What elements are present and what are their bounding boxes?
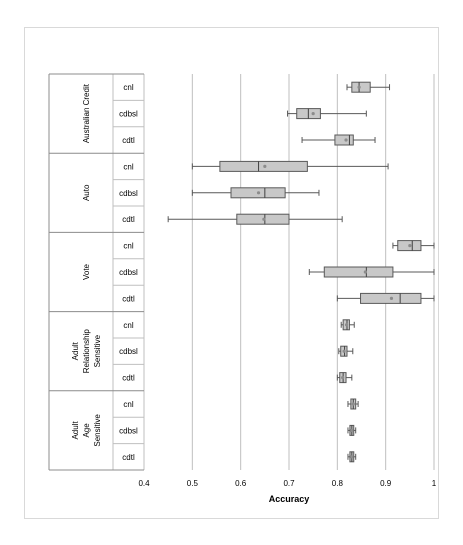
- group-label: Age: [82, 423, 91, 438]
- mean-marker: [263, 164, 267, 168]
- row-label: cdtl: [122, 374, 135, 383]
- row-label: cnl: [123, 321, 133, 330]
- mean-marker: [342, 349, 346, 353]
- x-tick-label: 0.7: [283, 479, 295, 488]
- group-label: Relationship: [82, 329, 91, 374]
- mean-marker: [350, 428, 354, 432]
- row-label: cdtl: [122, 136, 135, 145]
- mean-marker: [351, 402, 355, 406]
- group-label: Adult: [71, 421, 80, 440]
- row-label: cdbsl: [119, 189, 138, 198]
- group-label: Australian Credit: [82, 83, 91, 143]
- x-tick-label: 0.9: [380, 479, 392, 488]
- box: [351, 81, 371, 93]
- group-label: Auto: [82, 184, 91, 201]
- row-label: cdbsl: [119, 268, 138, 277]
- x-axis-title: Accuracy: [269, 494, 310, 504]
- group-label: Adult: [71, 341, 80, 360]
- mean-marker: [256, 191, 261, 195]
- mean-marker: [341, 376, 345, 380]
- group-label: Sensitive: [93, 334, 102, 367]
- row-label: cdbsl: [119, 347, 138, 356]
- row-label: cnl: [123, 162, 133, 171]
- x-tick-label: 0.4: [138, 479, 150, 488]
- box: [334, 134, 354, 146]
- x-tick-label: 0.6: [235, 479, 247, 488]
- mean-marker: [344, 138, 348, 142]
- group-label: Sensitive: [93, 414, 102, 447]
- row-label: cnl: [123, 242, 133, 251]
- mean-marker: [350, 455, 354, 459]
- mean-marker: [408, 244, 412, 248]
- box: [323, 266, 394, 278]
- row-label: cnl: [123, 400, 133, 409]
- row-label: cdtl: [122, 215, 135, 224]
- row-label: cdbsl: [119, 110, 138, 119]
- row-label: cdtl: [122, 294, 135, 303]
- mean-marker: [344, 323, 349, 327]
- mean-marker: [363, 270, 367, 274]
- group-label: Vote: [82, 263, 91, 280]
- mean-marker: [311, 112, 315, 116]
- row-label: cdtl: [122, 453, 135, 462]
- mean-marker: [262, 217, 266, 221]
- mean-marker: [389, 296, 394, 300]
- mean-marker: [357, 85, 361, 89]
- x-tick-label: 0.8: [332, 479, 344, 488]
- x-tick-label: 0.5: [187, 479, 199, 488]
- row-label: cnl: [123, 83, 133, 92]
- row-label: cdbsl: [119, 426, 138, 435]
- x-tick-label: 1: [432, 479, 437, 488]
